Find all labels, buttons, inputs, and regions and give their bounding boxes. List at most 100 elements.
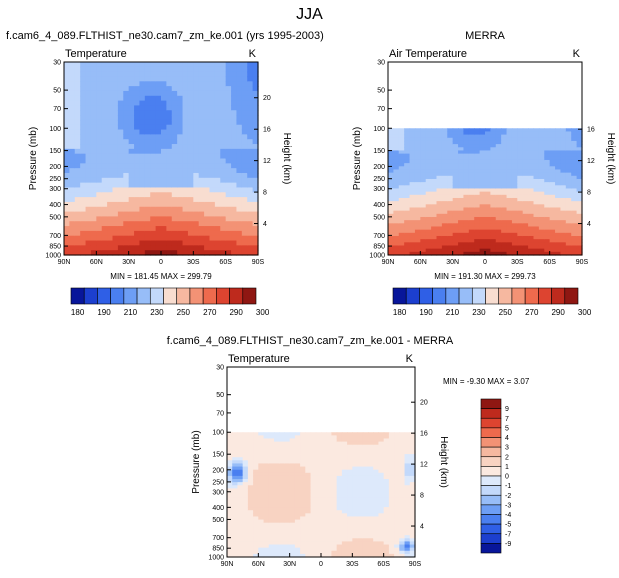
heatmap-cell [398,163,405,167]
heatmap-cell [398,197,405,202]
heatmap-cell [501,251,508,256]
heatmap-cell [458,239,465,243]
heatmap-cell [357,444,364,449]
heatmap-cell [431,213,438,218]
heatmap-cell [331,538,338,543]
heatmap-cell [161,124,167,131]
heatmap-cell [253,472,259,477]
heatmap-cell [485,185,491,190]
heatmap-cell [490,175,497,180]
heatmap-cell [209,206,216,213]
heatmap-cell [576,207,583,212]
colorbar-label: -9 [505,541,511,548]
heatmap-cell [263,475,270,480]
heatmap-cell [533,188,540,193]
heatmap-cell [404,457,411,461]
heatmap-cell [533,204,540,209]
heatmap-cell [441,220,448,224]
heatmap-cell [231,139,238,145]
heatmap-cell [404,216,411,221]
heatmap-cell [268,432,275,436]
heatmap-cell [528,131,535,136]
heatmap-cell [161,158,167,164]
heatmap-cell [404,553,411,558]
heatmap-cell [300,494,306,499]
heatmap-cell [315,544,322,549]
heatmap-cell [214,144,221,150]
heatmap-cell [209,90,216,97]
pressure-tick-label: 30 [53,60,61,67]
heatmap-cell [150,177,157,184]
heatmap-cell [258,472,265,477]
heatmap-cell [252,240,259,246]
heatmap-cell [544,185,551,190]
heatmap-cell [522,134,529,139]
heatmap-cell [74,139,81,145]
heatmap-cell [336,447,343,452]
heatmap-cell [300,497,306,502]
heatmap-cell [64,66,70,73]
heatmap-cell [177,197,184,203]
heatmap-cell [549,128,556,133]
heatmap-cell [69,245,76,251]
heatmap-cell [204,139,211,145]
heatmap-cell [232,544,239,549]
heatmap-cell [468,144,475,148]
heatmap-cell [368,491,374,496]
heatmap-cell [231,62,238,68]
heatmap-cell [393,229,400,234]
heatmap-cell [90,115,97,121]
heatmap-cell [383,513,390,518]
heatmap-cell [357,500,364,505]
heatmap-cell [565,191,572,196]
heatmap-cell [393,150,400,155]
heatmap-cell [468,150,475,155]
heatmap-cell [198,124,205,131]
heatmap-cell [231,153,238,160]
heatmap-cell [204,124,211,131]
heatmap-cell [409,226,416,231]
heatmap-cell [404,213,411,218]
heatmap-cell [64,250,70,256]
heatmap-cell [294,550,301,555]
heatmap-cell [383,438,390,443]
heatmap-cell [555,147,562,152]
heatmap-cell [468,140,475,145]
heatmap-cell [315,525,322,530]
heatmap-cell [112,62,119,68]
heatmap-cell [107,90,114,97]
heatmap-cell [517,159,524,164]
heatmap-cell [383,544,390,549]
heatmap-cell [198,206,205,213]
colorbar-label: 2 [505,454,509,461]
heatmap-cell [321,547,327,552]
heatmap-cell [171,66,178,73]
heatmap-cell [182,81,189,87]
heatmap-cell [237,507,244,511]
heatmap-cell [538,197,545,202]
heatmap-cell [144,201,151,208]
heatmap-cell [64,129,70,135]
heatmap-cell [468,229,475,234]
heatmap-cell [117,245,124,251]
heatmap-cell [117,139,124,145]
heatmap-cell [555,163,562,167]
heatmap-cell [247,485,254,489]
heatmap-cell [279,441,286,446]
heatmap-cell [96,100,103,107]
heatmap-cell [289,432,296,436]
heatmap-cell [123,226,130,232]
heatmap-cell [447,197,454,202]
heatmap-cell [177,153,184,160]
heatmap-cell [533,248,540,253]
heatmap-cell [528,137,535,142]
heatmap-cell [225,245,232,251]
heatmap-cell [347,553,353,558]
heatmap-cell [268,503,275,508]
heatmap-cell [383,519,390,524]
heatmap-cell [227,544,233,549]
heatmap-cell [294,535,301,539]
heatmap-cell [347,491,353,496]
heatmap-cell [171,62,178,68]
heatmap-cell [209,245,216,251]
